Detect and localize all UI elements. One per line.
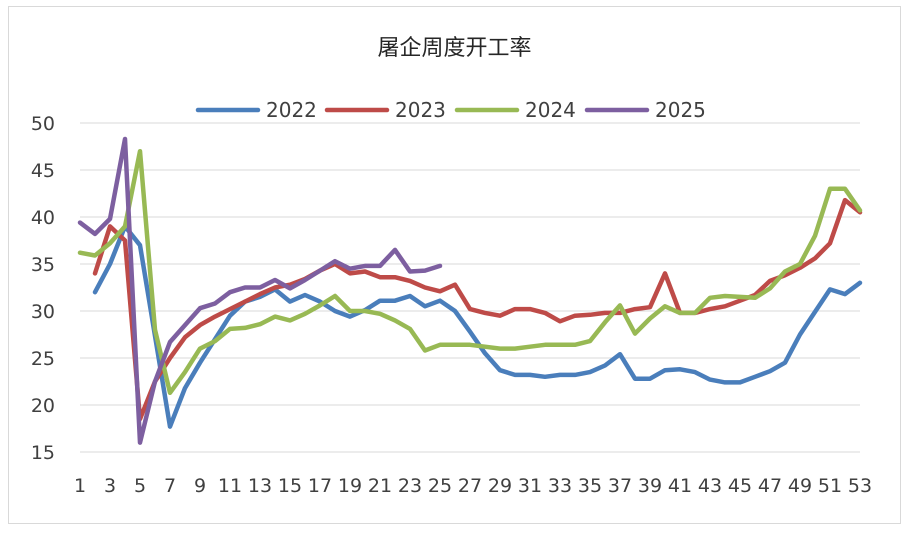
x-tick-label: 13 bbox=[248, 475, 272, 497]
y-axis-ticks: 15 20 25 30 35 40 45 50 bbox=[31, 113, 55, 464]
x-tick-label: 9 bbox=[194, 475, 206, 497]
series-line-2024 bbox=[77, 148, 863, 396]
x-tick-label: 33 bbox=[548, 475, 572, 497]
series-line-2022 bbox=[92, 224, 863, 429]
x-tick-label: 21 bbox=[368, 475, 392, 497]
y-tick-label: 40 bbox=[31, 207, 55, 229]
x-tick-label: 51 bbox=[818, 475, 842, 497]
x-tick-label: 47 bbox=[758, 475, 782, 497]
x-tick-label: 45 bbox=[728, 475, 752, 497]
x-tick-label: 7 bbox=[164, 475, 176, 497]
x-axis-ticks: 1 3 5 7 9 11 13 15 17 19 21 23 25 27 29 31 33 35 37 39 41 43 4… bbox=[74, 475, 872, 497]
x-tick-label: 37 bbox=[608, 475, 632, 497]
y-tick-label: 45 bbox=[31, 160, 55, 182]
y-tick-label: 50 bbox=[31, 113, 55, 135]
x-tick-label: 17 bbox=[308, 475, 332, 497]
chart-frame bbox=[8, 6, 901, 524]
y-tick-label: 25 bbox=[31, 348, 55, 370]
y-tick-label: 30 bbox=[31, 301, 55, 323]
y-tick-label: 35 bbox=[31, 254, 55, 276]
x-tick-label: 39 bbox=[638, 475, 662, 497]
x-tick-label: 25 bbox=[428, 475, 452, 497]
x-tick-label: 5 bbox=[134, 475, 146, 497]
x-tick-label: 29 bbox=[488, 475, 512, 497]
x-tick-label: 11 bbox=[218, 475, 242, 497]
x-tick-label: 23 bbox=[398, 475, 422, 497]
x-tick-label: 43 bbox=[698, 475, 722, 497]
series-line-2025 bbox=[77, 136, 443, 445]
x-tick-label: 1 bbox=[74, 475, 86, 497]
x-tick-label: 53 bbox=[848, 475, 872, 497]
y-tick-label: 20 bbox=[31, 395, 55, 417]
chart-title: 屠企周度开工率 bbox=[377, 36, 532, 61]
legend-label-2022: 2022 bbox=[266, 98, 317, 122]
series-lines bbox=[77, 136, 863, 445]
x-tick-label: 15 bbox=[278, 475, 302, 497]
x-tick-label: 41 bbox=[668, 475, 692, 497]
legend: 2022 2023 2024 2025 bbox=[195, 98, 706, 122]
x-tick-label: 49 bbox=[788, 475, 812, 497]
series-line-2023 bbox=[92, 197, 863, 422]
x-tick-label: 19 bbox=[338, 475, 362, 497]
x-tick-label: 35 bbox=[578, 475, 602, 497]
legend-label-2024: 2024 bbox=[525, 98, 576, 122]
x-tick-label: 3 bbox=[104, 475, 116, 497]
legend-label-2023: 2023 bbox=[395, 98, 446, 122]
x-tick-label: 27 bbox=[458, 475, 482, 497]
gridlines bbox=[80, 122, 860, 453]
legend-label-2025: 2025 bbox=[655, 98, 706, 122]
x-tick-label: 31 bbox=[518, 475, 542, 497]
y-tick-label: 15 bbox=[31, 442, 55, 464]
